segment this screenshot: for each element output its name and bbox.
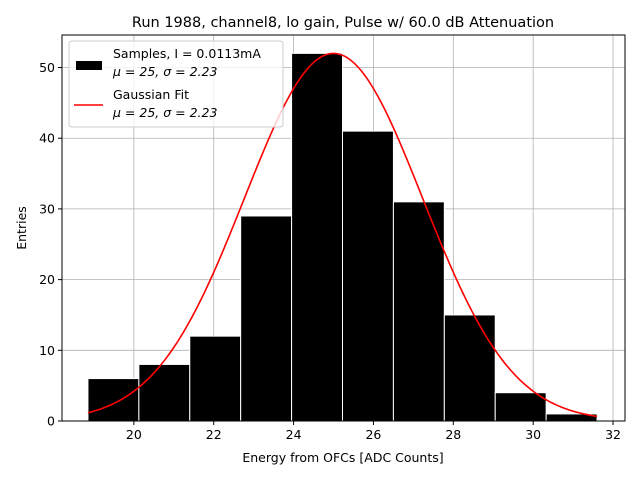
x-axis-label: Energy from OFCs [ADC Counts] bbox=[242, 450, 443, 465]
histogram-bar bbox=[291, 52, 344, 422]
legend: Samples, I = 0.0113mA μ = 25, σ = 2.23 G… bbox=[68, 40, 284, 128]
y-tick-label: 0 bbox=[47, 414, 55, 429]
legend-box bbox=[68, 40, 284, 128]
y-tick-label: 40 bbox=[39, 131, 55, 146]
x-axis-ticks: 20 22 24 26 28 30 32 bbox=[126, 421, 621, 442]
gaussian-fit-line bbox=[87, 52, 598, 418]
bars bbox=[87, 52, 598, 422]
histogram-bar bbox=[392, 201, 445, 422]
histogram-bar bbox=[342, 130, 394, 422]
legend-samples-label: Samples, I = 0.0113mA bbox=[113, 46, 261, 61]
histogram-bar bbox=[443, 314, 496, 422]
histogram-bar bbox=[87, 378, 140, 422]
legend-fit-label: Gaussian Fit bbox=[113, 87, 189, 102]
histogram-bar bbox=[240, 215, 293, 422]
x-tick-label: 24 bbox=[286, 427, 302, 442]
y-tick-label: 10 bbox=[39, 343, 55, 358]
histogram-bar bbox=[189, 335, 242, 422]
x-tick-label: 26 bbox=[365, 427, 381, 442]
x-tick-label: 22 bbox=[206, 427, 222, 442]
x-tick-label: 30 bbox=[525, 427, 541, 442]
x-tick-label: 20 bbox=[126, 427, 142, 442]
histogram-bar bbox=[494, 392, 547, 422]
y-tick-label: 50 bbox=[39, 60, 55, 75]
plot-frame bbox=[61, 34, 626, 422]
x-tick-label: 32 bbox=[605, 427, 621, 442]
y-axis-ticks: 0 10 20 30 40 50 bbox=[39, 60, 62, 429]
legend-samples-stats: μ = 25, σ = 2.23 bbox=[112, 64, 217, 79]
legend-fit-stats: μ = 25, σ = 2.23 bbox=[112, 105, 217, 120]
y-axis-label: Entries bbox=[14, 206, 29, 250]
chart-title: Run 1988, channel8, lo gain, Pulse w/ 60… bbox=[132, 15, 554, 31]
x-tick-label: 28 bbox=[445, 427, 461, 442]
legend-samples-patch bbox=[76, 61, 102, 70]
y-tick-label: 20 bbox=[39, 272, 55, 287]
y-tick-label: 30 bbox=[39, 201, 55, 216]
histogram-bar bbox=[138, 363, 191, 422]
